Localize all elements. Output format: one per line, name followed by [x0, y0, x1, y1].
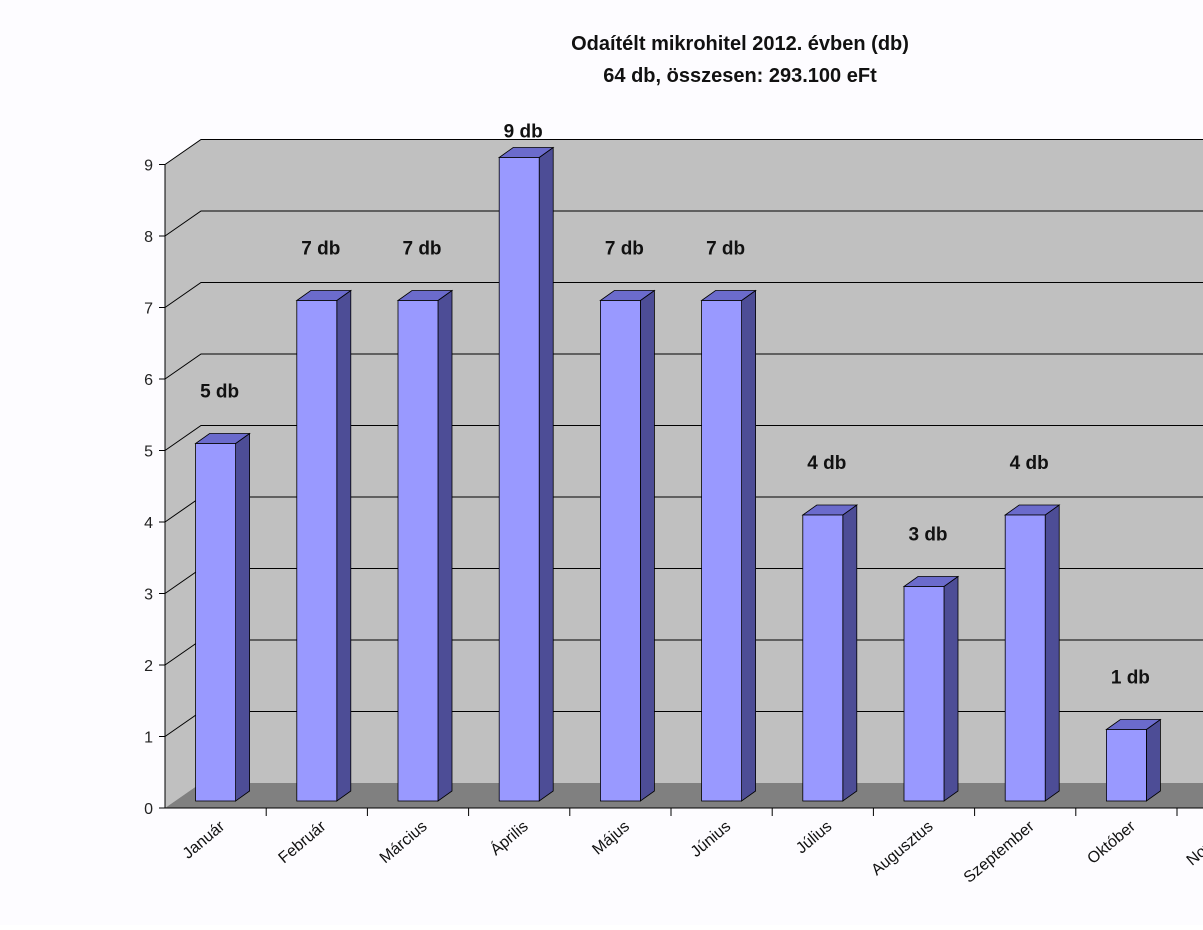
gridline	[164, 282, 1203, 308]
x-category-label: Február	[276, 818, 330, 867]
x-category-label: Augusztus	[868, 818, 936, 879]
bar-side	[336, 289, 352, 802]
x-category-label: Január	[180, 818, 229, 863]
data-label: 7 db	[706, 239, 745, 260]
x-category-label: Március	[377, 818, 431, 867]
bar-side	[741, 289, 756, 802]
y-tick-label: 6	[144, 372, 153, 389]
bar	[397, 300, 439, 802]
bar-side	[640, 289, 655, 802]
gridline	[164, 210, 1203, 237]
y-tick-label: 8	[144, 229, 153, 246]
data-label: 4 db	[1010, 453, 1049, 474]
data-label: 9 db	[504, 122, 543, 143]
x-category-label: Július	[793, 818, 835, 857]
bar-side	[538, 146, 554, 802]
data-label: 1 db	[1111, 668, 1150, 689]
y-tick-label: 7	[144, 301, 153, 318]
bar-side	[1146, 718, 1161, 802]
bar	[903, 586, 945, 802]
bar	[802, 514, 844, 802]
x-category-label: Május	[589, 818, 633, 858]
y-tick-label: 9	[144, 158, 153, 175]
bar	[498, 157, 540, 802]
gridline	[164, 353, 1203, 380]
x-category-label: Április	[486, 817, 532, 860]
x-category-label: Novemb	[1184, 818, 1203, 869]
bar-side	[1044, 504, 1060, 802]
y-tick-label: 1	[144, 730, 153, 747]
bar	[1004, 514, 1046, 802]
bar	[195, 443, 237, 802]
data-label: 3 db	[908, 525, 947, 546]
y-tick-label: 3	[144, 587, 153, 604]
y-tick-label: 0	[144, 801, 153, 818]
bar	[600, 300, 641, 802]
data-label: 7 db	[402, 239, 441, 260]
y-tick-label: 4	[144, 515, 153, 532]
x-category-label: Szeptember	[961, 818, 1039, 887]
bar-side	[943, 575, 959, 802]
y-tick-label: 2	[144, 658, 153, 675]
gridline	[164, 139, 1203, 165]
data-label: 7 db	[301, 239, 340, 260]
bar-side	[235, 432, 251, 802]
data-label: 5 db	[200, 382, 239, 403]
x-category-label: Június	[688, 818, 734, 861]
bar-side	[842, 504, 858, 802]
x-category-label: Október	[1084, 818, 1139, 868]
bar	[701, 300, 742, 802]
bar	[1106, 729, 1147, 802]
bar	[296, 300, 338, 802]
y-tick-label: 5	[144, 444, 153, 461]
bar-side	[437, 289, 453, 802]
gridline	[164, 425, 1203, 451]
data-label: 4 db	[807, 453, 846, 474]
data-label: 7 db	[605, 239, 644, 260]
